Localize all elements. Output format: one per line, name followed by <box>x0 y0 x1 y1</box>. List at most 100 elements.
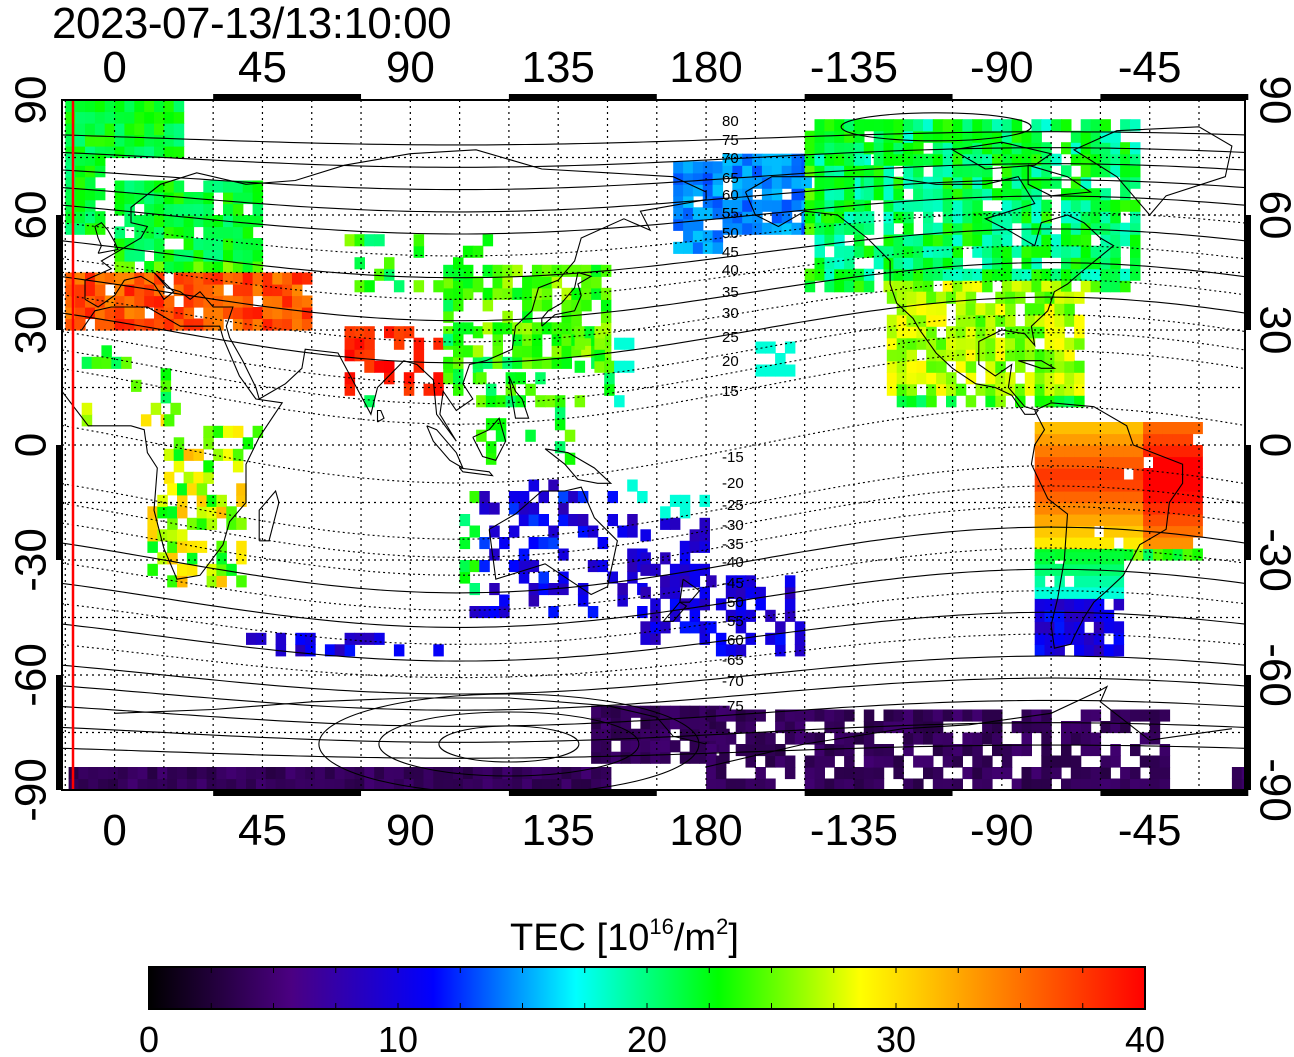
tec-cell <box>242 192 254 205</box>
tec-cell <box>538 491 549 504</box>
tec-cell <box>923 188 934 201</box>
tec-cell <box>252 284 264 297</box>
tec-cell <box>893 211 904 224</box>
tec-cell <box>745 744 756 757</box>
tec-cell <box>854 211 865 224</box>
tec-cell <box>906 326 917 339</box>
tec-cell <box>561 333 572 346</box>
tec-cell <box>305 767 316 780</box>
tec-cell <box>1192 456 1203 469</box>
tec-cell <box>1084 598 1095 611</box>
tec-cell <box>1021 165 1032 178</box>
tec-cell <box>771 199 783 212</box>
tec-cell <box>1182 502 1194 515</box>
tec-cell <box>942 165 954 178</box>
tec-cell <box>992 119 1003 132</box>
tec-cell <box>1044 468 1055 481</box>
tec-cell <box>522 345 533 358</box>
tec-cell <box>955 337 967 350</box>
tec-cell <box>1080 280 1092 293</box>
tec-cell <box>962 767 973 780</box>
tec-cell <box>144 238 155 251</box>
tec-cell <box>512 767 523 780</box>
tec-cell <box>203 307 214 320</box>
tec-cell <box>725 575 737 588</box>
tec-cell <box>1044 326 1055 339</box>
tec-cell <box>903 153 914 166</box>
tec-cell <box>735 575 747 588</box>
tec-cell <box>883 257 894 270</box>
coastline <box>84 149 707 442</box>
tec-cell <box>854 119 865 132</box>
tec-cell <box>1044 372 1055 385</box>
tec-cell <box>1130 234 1141 247</box>
tec-cell <box>173 100 185 113</box>
tec-cell <box>679 563 691 576</box>
tec-cell <box>301 318 313 331</box>
frame-tick-top <box>213 94 362 100</box>
tec-cell <box>1100 199 1111 212</box>
magnetic-latitude-contours <box>62 112 1245 790</box>
tec-cell <box>571 310 582 323</box>
tec-cell <box>568 491 579 504</box>
tec-cell <box>660 621 671 634</box>
tec-cell <box>1182 445 1194 458</box>
tec-cell <box>305 644 316 657</box>
tec-cell <box>893 188 904 201</box>
tec-cell <box>824 153 835 166</box>
tec-cell <box>1084 575 1095 588</box>
tec-cell <box>1034 383 1046 396</box>
tec-cell <box>147 767 158 780</box>
tec-cell <box>1034 514 1046 527</box>
tec-cell <box>1074 468 1085 481</box>
tec-cell <box>1034 372 1046 385</box>
tec-cell <box>1172 433 1184 446</box>
tec-cell <box>216 767 227 780</box>
tec-cell <box>104 123 116 136</box>
tec-cell <box>433 644 444 657</box>
tec-cell <box>65 100 76 113</box>
tec-cell <box>1113 621 1125 634</box>
tec-cell <box>1041 280 1052 293</box>
tec-cell <box>252 249 264 262</box>
tec-cell <box>1241 767 1245 780</box>
tec-cell <box>1231 778 1243 790</box>
tec-cell <box>755 732 766 745</box>
tec-cell <box>683 184 694 197</box>
tec-cell <box>91 356 103 369</box>
tec-cell <box>725 586 737 599</box>
tec-cell <box>942 755 954 768</box>
tec-cell <box>584 326 595 339</box>
tec-cell <box>722 153 733 166</box>
tec-cell <box>1054 598 1065 611</box>
tec-cell <box>913 234 924 247</box>
tec-cell <box>492 264 503 277</box>
tec-cell <box>1133 468 1144 481</box>
tec-cell <box>334 778 346 790</box>
tec-cell <box>1015 383 1026 396</box>
tec-cell <box>154 215 165 228</box>
tec-cell <box>124 261 135 274</box>
tec-cell <box>1064 552 1075 565</box>
tec-cell <box>1113 632 1125 645</box>
tec-cell <box>476 395 487 408</box>
tec-cell <box>906 291 917 304</box>
tec-cell <box>203 226 214 239</box>
tec-cell <box>193 192 204 205</box>
tec-cell <box>1133 422 1144 435</box>
tec-cell <box>962 130 973 143</box>
tec-cell <box>114 134 126 147</box>
tec-cell <box>1080 199 1092 212</box>
tec-cell <box>167 529 178 542</box>
tec-cell <box>610 717 622 730</box>
colorbar-tick-labels: 0 10 20 30 40 <box>139 1019 1165 1057</box>
tec-cell <box>1090 268 1102 281</box>
tec-cell <box>541 264 553 277</box>
coastline <box>1018 360 1057 369</box>
tec-cell <box>1123 537 1134 550</box>
coastline <box>544 448 613 484</box>
tec-cell <box>936 372 947 385</box>
tec-cell <box>1113 433 1125 446</box>
tec-cell <box>1093 456 1105 469</box>
tec-cell <box>926 303 937 316</box>
